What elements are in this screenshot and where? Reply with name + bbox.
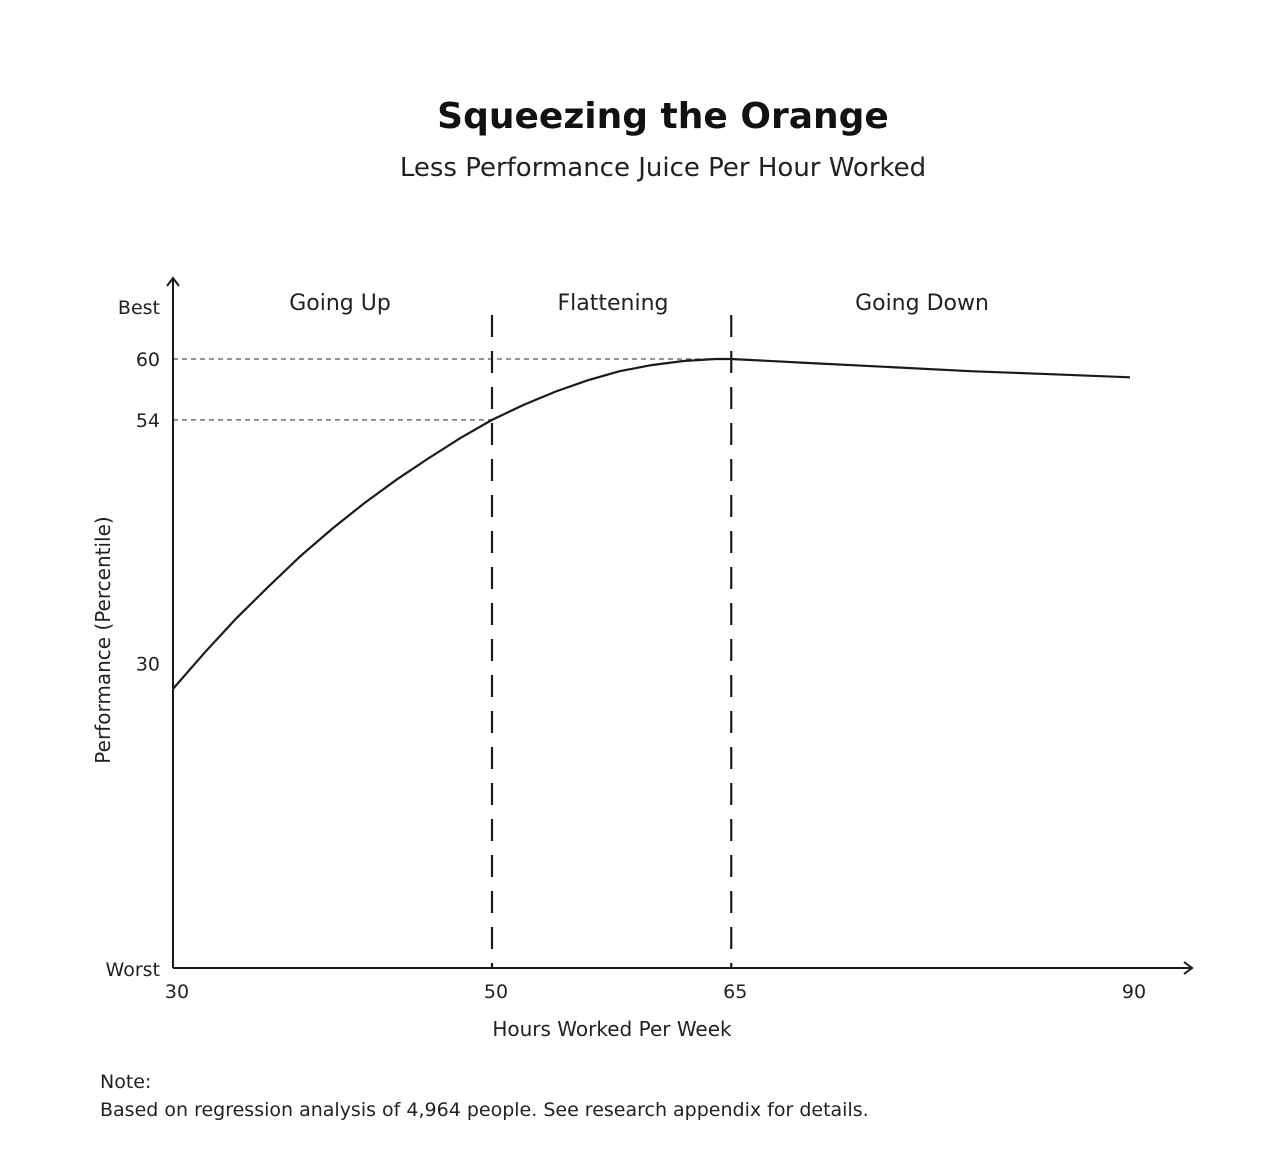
y-tick-label-60: 60 xyxy=(136,349,160,371)
x-tick-label-50: 50 xyxy=(484,981,508,1003)
series-line-performance xyxy=(172,357,1131,690)
x-axis-title: Hours Worked Per Week xyxy=(492,1017,732,1041)
region-label-going-down: Going Down xyxy=(855,291,989,316)
chart-title: Squeezing the Orange xyxy=(437,96,889,137)
y-tick-label-30: 30 xyxy=(136,654,160,676)
y-axis-title: Performance (Percentile) xyxy=(91,516,115,763)
note-heading: Note: xyxy=(100,1071,151,1093)
y-axis-worst-label: Worst xyxy=(106,959,160,981)
y-tick-label-54: 54 xyxy=(136,410,160,432)
y-axis-best-label: Best xyxy=(118,297,160,319)
x-tick-label-65: 65 xyxy=(723,981,747,1003)
x-tick-label-30: 30 xyxy=(165,981,189,1003)
chart-subtitle: Less Performance Juice Per Hour Worked xyxy=(400,153,926,183)
x-tick-label-90: 90 xyxy=(1122,981,1146,1003)
region-label-flattening: Flattening xyxy=(558,291,669,316)
note-text: Based on regression analysis of 4,964 pe… xyxy=(100,1099,869,1121)
region-label-going-up: Going Up xyxy=(289,291,391,316)
